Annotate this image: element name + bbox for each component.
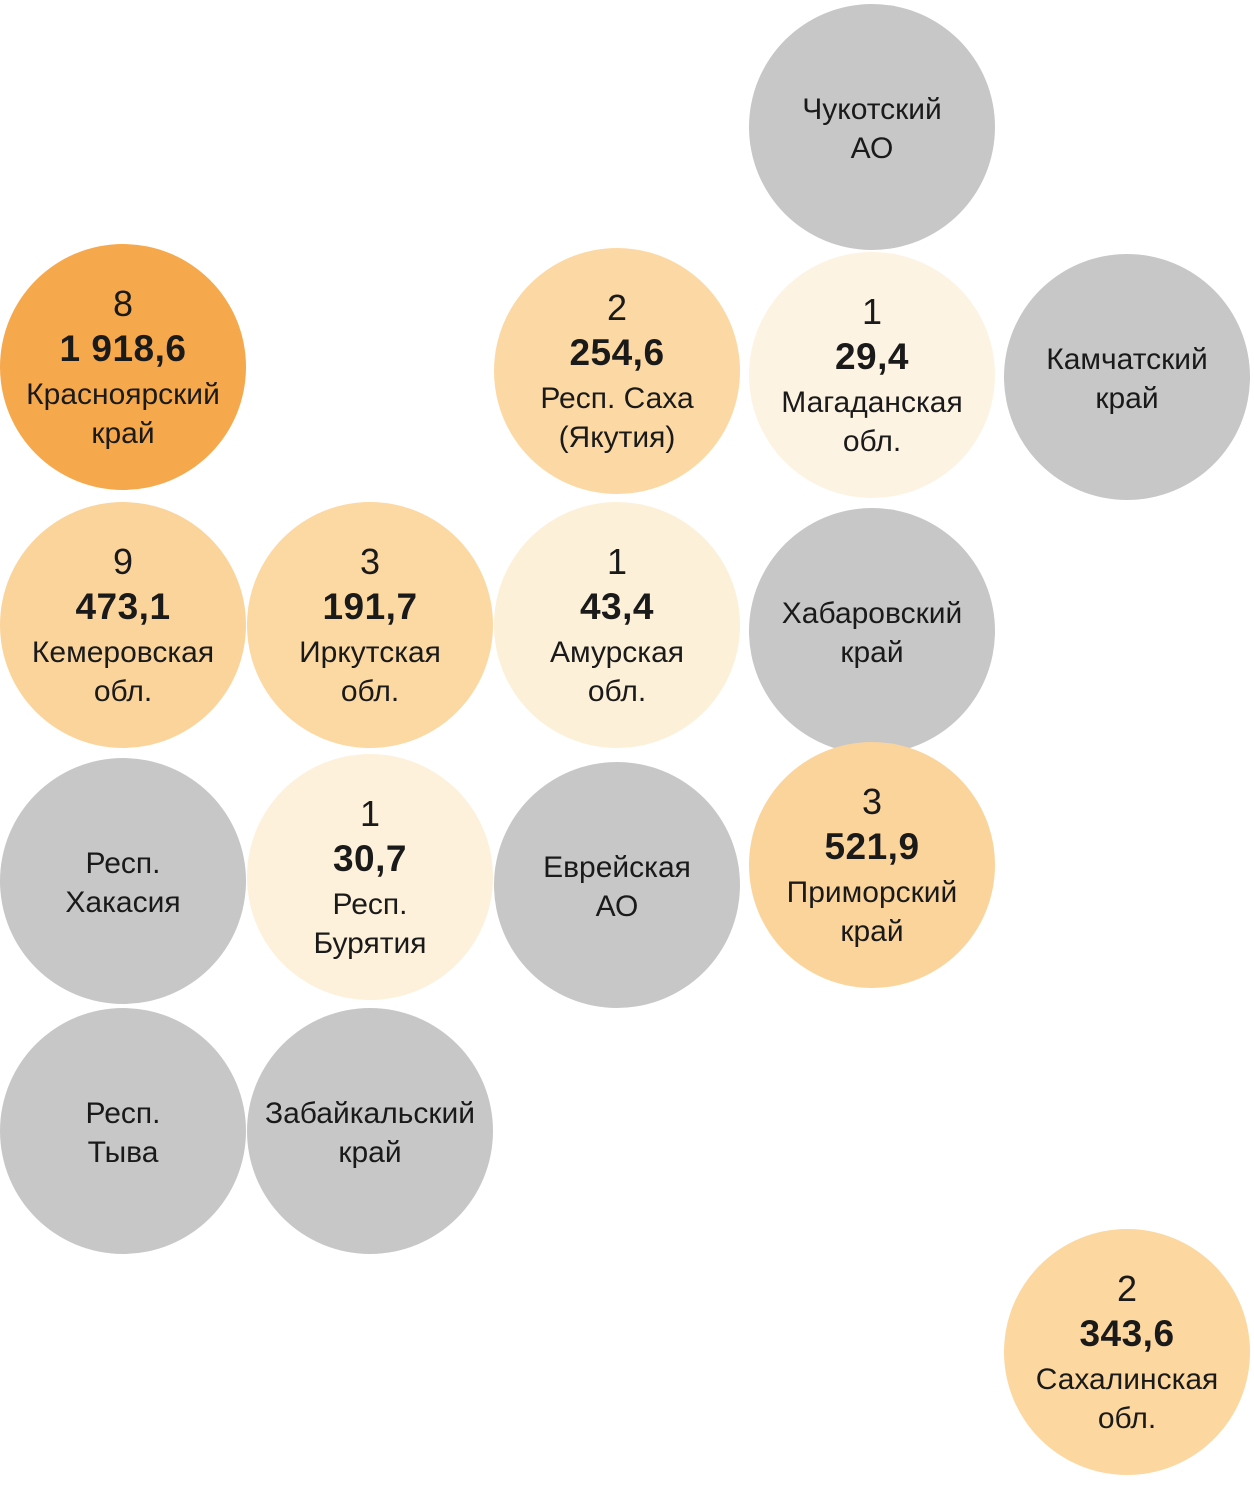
region-count: 1 xyxy=(359,792,381,834)
region-name: Хабаровский край xyxy=(781,596,963,669)
region-count: 3 xyxy=(861,780,883,822)
region-circle-krasnoyarsk: 8 1 918,6 Красноярский край xyxy=(0,244,246,490)
region-name: Приморский край xyxy=(786,876,958,949)
region-value: 473,1 xyxy=(75,585,171,627)
region-name: Респ. Саха (Якутия) xyxy=(540,382,694,455)
region-circle-kamchatka: Камчатский край xyxy=(1004,254,1250,500)
region-count: 8 xyxy=(112,282,134,324)
region-count: 9 xyxy=(112,540,134,582)
region-value: 43,4 xyxy=(579,585,654,627)
region-value: 30,7 xyxy=(332,837,407,879)
region-name: Камчатский край xyxy=(1046,342,1208,415)
region-circle-chukotka: Чукотский АО xyxy=(749,4,995,250)
region-name: Иркутская обл. xyxy=(299,636,441,709)
region-count: 2 xyxy=(1116,1267,1138,1309)
region-value: 343,6 xyxy=(1079,1312,1175,1354)
region-name: Сахалинская обл. xyxy=(1035,1363,1219,1436)
region-circle-kemerovo: 9 473,1 Кемеровская обл. xyxy=(0,502,246,748)
region-circle-sakhalin: 2 343,6 Сахалинская обл. xyxy=(1004,1229,1250,1475)
region-name: Респ. Бурятия xyxy=(313,888,427,961)
region-value: 521,9 xyxy=(824,825,920,867)
region-count: 2 xyxy=(606,286,628,328)
region-circle-primorsky: 3 521,9 Приморский край xyxy=(749,742,995,988)
region-count: 1 xyxy=(606,540,628,582)
region-value: 29,4 xyxy=(834,335,909,377)
region-name: Магаданская обл. xyxy=(781,386,963,459)
region-circle-irkutsk: 3 191,7 Иркутская обл. xyxy=(247,502,493,748)
region-count: 1 xyxy=(861,290,883,332)
region-name: Забайкальский край xyxy=(265,1096,475,1169)
region-name: Амурская обл. xyxy=(549,636,685,709)
region-value: 1 918,6 xyxy=(59,327,187,369)
region-name: Респ. Тыва xyxy=(85,1096,161,1169)
region-circle-sakha: 2 254,6 Респ. Саха (Якутия) xyxy=(494,248,740,494)
region-name: Еврейская АО xyxy=(543,850,691,923)
region-circle-amur: 1 43,4 Амурская обл. xyxy=(494,502,740,748)
region-name: Кемеровская обл. xyxy=(31,636,215,709)
region-count: 3 xyxy=(359,540,381,582)
region-circle-tyva: Респ. Тыва xyxy=(0,1008,246,1254)
region-name: Красноярский край xyxy=(26,378,220,451)
region-name: Чукотский АО xyxy=(802,92,942,165)
region-circle-buryatia: 1 30,7 Респ. Бурятия xyxy=(247,754,493,1000)
region-value: 254,6 xyxy=(569,331,665,373)
region-circle-zabaykalsky: Забайкальский край xyxy=(247,1008,493,1254)
region-circle-khabarovsk: Хабаровский край xyxy=(749,508,995,754)
region-circle-khakassia: Респ. Хакасия xyxy=(0,758,246,1004)
region-name: Респ. Хакасия xyxy=(65,846,181,919)
region-value: 191,7 xyxy=(322,585,418,627)
region-circle-magadan: 1 29,4 Магаданская обл. xyxy=(749,252,995,498)
region-circle-jewish-ao: Еврейская АО xyxy=(494,762,740,1008)
